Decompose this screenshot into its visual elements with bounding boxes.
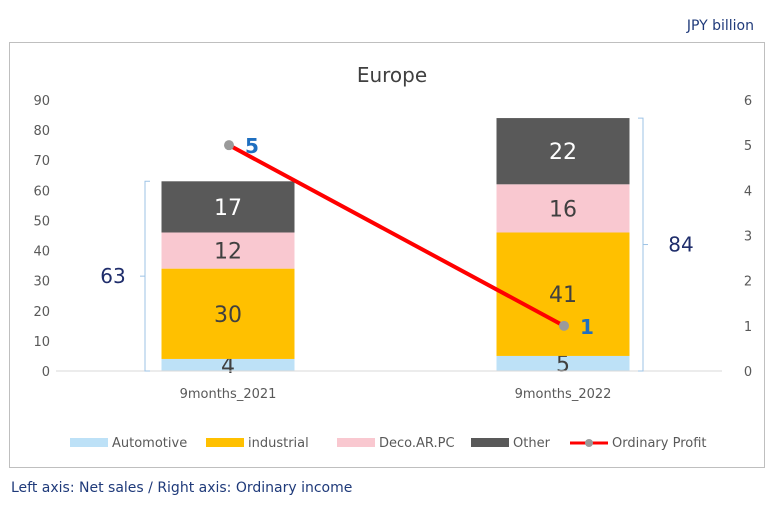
bar-data-label: 22 (549, 140, 577, 165)
legend-label: Other (513, 436, 551, 451)
bar-segment (161, 268, 295, 359)
right-tick-label: 0 (744, 365, 752, 380)
footnote: Left axis: Net sales / Right axis: Ordin… (11, 480, 353, 496)
profit-line-layer: 51 (224, 134, 594, 339)
bar-data-label: 12 (214, 240, 242, 265)
legend-line-marker (585, 439, 593, 447)
total-label: 63 (100, 264, 125, 288)
left-tick-label: 0 (42, 365, 50, 380)
right-tick-label: 6 (744, 94, 752, 109)
left-tick-label: 10 (33, 335, 50, 350)
bar-segment (496, 184, 630, 233)
left-tick-label: 90 (33, 94, 50, 109)
total-bracket (638, 117, 644, 372)
total-bracket (144, 180, 150, 372)
left-tick-label: 70 (33, 154, 50, 169)
unit-label: JPY billion (686, 18, 754, 34)
right-tick-label: 1 (744, 320, 752, 335)
bar-segment (496, 118, 630, 185)
legend-label: Ordinary Profit (612, 436, 707, 451)
left-tick-label: 20 (33, 305, 50, 320)
bar-data-label: 41 (549, 283, 577, 308)
total-brackets: 63 84 (100, 117, 694, 372)
legend: Automotive industrial Deco.AR.PC Other Ordin… (70, 436, 707, 451)
legend-label: Automotive (112, 436, 187, 451)
bars: 4 30 12 17 5 41 16 22 (161, 118, 630, 379)
legend-label: Deco.AR.PC (379, 436, 455, 451)
category-labels: 9months_2021 9months_2022 (180, 387, 612, 402)
left-tick-label: 50 (33, 214, 50, 229)
profit-line (228, 143, 565, 328)
bar-data-label: 5 (556, 352, 570, 377)
left-tick-label: 80 (33, 124, 50, 139)
bar-data-label: 30 (214, 303, 242, 328)
bar-segment (161, 232, 295, 269)
legend-swatch (471, 438, 509, 447)
bar-data-label: 17 (214, 196, 242, 221)
legend-swatch (70, 438, 108, 447)
right-axis: 0 1 2 3 4 5 6 (744, 94, 752, 380)
category-label: 9months_2022 (515, 387, 612, 402)
profit-point (559, 320, 569, 331)
chart-title: Europe (357, 63, 427, 87)
legend-swatch (206, 438, 244, 447)
left-tick-label: 30 (33, 275, 50, 290)
profit-point (224, 140, 234, 151)
profit-data-label: 5 (245, 134, 259, 158)
right-tick-label: 4 (744, 184, 752, 199)
left-tick-label: 60 (33, 184, 50, 199)
right-tick-label: 3 (744, 230, 752, 245)
right-tick-label: 5 (744, 139, 752, 154)
bar-data-label: 4 (221, 354, 235, 379)
bar-data-label: 16 (549, 197, 577, 222)
left-axis: 0 10 20 30 40 50 60 70 80 90 (33, 94, 50, 380)
profit-data-label: 1 (580, 315, 594, 339)
bar-segment (496, 232, 630, 356)
legend-swatch (337, 438, 375, 447)
bar-segment (161, 181, 295, 233)
bar-segment (161, 358, 295, 371)
legend-label: industrial (248, 436, 309, 451)
bar-segment (496, 355, 630, 371)
category-label: 9months_2021 (180, 387, 277, 402)
total-label: 84 (668, 233, 693, 257)
right-tick-label: 2 (744, 275, 752, 290)
left-tick-label: 40 (33, 245, 50, 260)
